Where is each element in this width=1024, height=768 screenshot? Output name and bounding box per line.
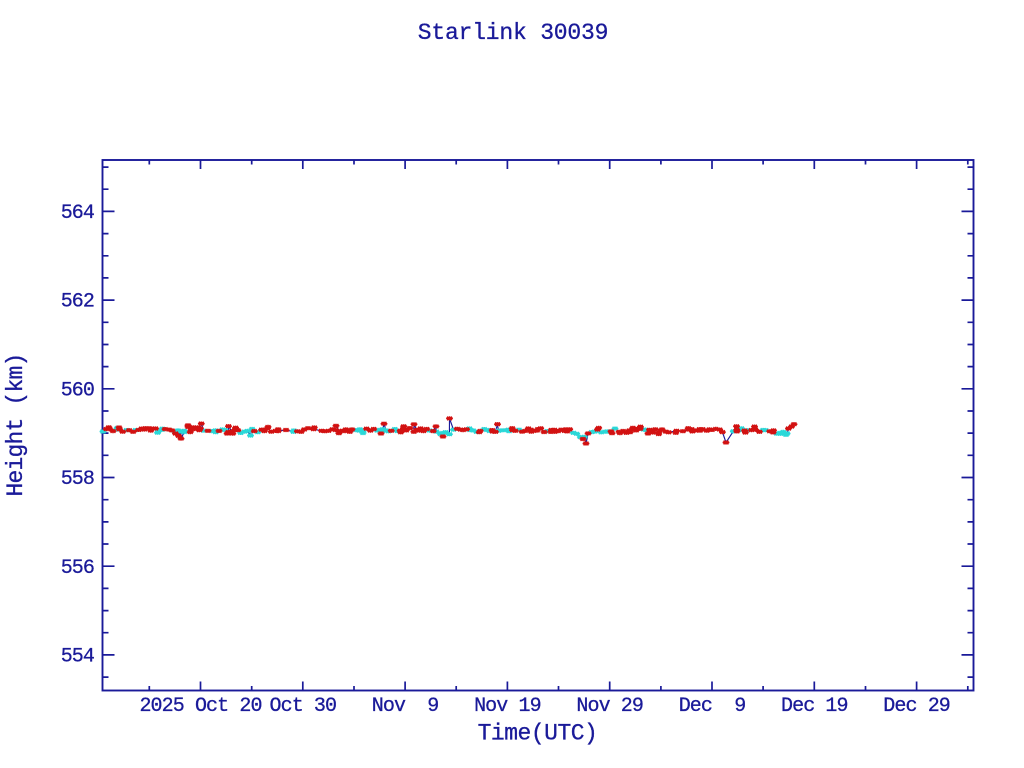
svg-text:556: 556 — [61, 557, 94, 580]
svg-text:Oct 30: Oct 30 — [269, 695, 336, 718]
svg-text:Dec 19: Dec 19 — [781, 695, 848, 718]
svg-text:Starlink 30039: Starlink 30039 — [418, 20, 608, 46]
svg-text:562: 562 — [61, 291, 94, 314]
svg-text:Nov 29: Nov 29 — [576, 695, 643, 718]
svg-text:560: 560 — [61, 379, 94, 402]
svg-text:2025 Oct 20: 2025 Oct 20 — [139, 695, 261, 718]
svg-text:Dec 9: Dec 9 — [679, 695, 746, 718]
svg-text:Nov 19: Nov 19 — [474, 695, 541, 718]
svg-text:Time(UTC): Time(UTC) — [478, 721, 598, 747]
svg-text:554: 554 — [61, 646, 94, 669]
svg-text:Dec 29: Dec 29 — [883, 695, 950, 718]
svg-text:Height (km): Height (km) — [3, 353, 29, 496]
svg-text:564: 564 — [61, 202, 94, 225]
svg-text:Nov 9: Nov 9 — [372, 695, 439, 718]
svg-text:558: 558 — [61, 468, 94, 491]
